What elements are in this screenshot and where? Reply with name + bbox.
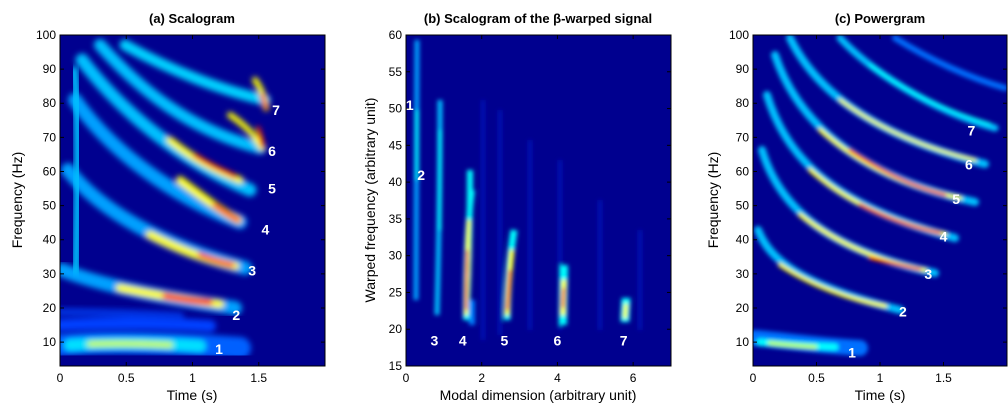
y-tick-label: 100 — [36, 28, 56, 42]
y-tick-label: 15 — [389, 359, 403, 373]
panel-b-xlabel: Modal dimension (arbitrary unit) — [440, 387, 637, 403]
panel-a-title: (a) Scalogram — [149, 11, 235, 26]
x-tick-label: 6 — [630, 371, 637, 385]
y-tick-label: 30 — [736, 267, 750, 281]
panel-a-ylabel: Frequency (Hz) — [9, 152, 25, 248]
x-tick-label: 1 — [189, 371, 196, 385]
mode-label: 5 — [952, 191, 960, 207]
y-tick-label: 50 — [736, 199, 750, 213]
mode-label: 3 — [924, 266, 932, 282]
x-tick-label: 0 — [403, 371, 410, 385]
mode-label: 6 — [554, 332, 562, 348]
panel-c-ylabel: Frequency (Hz) — [705, 152, 721, 248]
y-tick-label: 90 — [736, 62, 750, 76]
mode-label: 6 — [268, 143, 276, 159]
panel-a: (a) Scalogram — [9, 11, 326, 403]
y-tick-label: 80 — [43, 96, 57, 110]
y-tick-label: 35 — [389, 212, 403, 226]
y-tick-label: 20 — [736, 301, 750, 315]
panel-c: (c) Powergram — [705, 11, 1008, 403]
panel-b-title: (b) Scalogram of the β-warped signal — [424, 11, 652, 26]
y-tick-label: 25 — [389, 285, 403, 299]
y-tick-label: 60 — [736, 164, 750, 178]
mode-label: 1 — [848, 344, 856, 360]
y-tick-label: 50 — [43, 199, 57, 213]
y-tick-label: 60 — [389, 28, 403, 42]
y-tick-label: 70 — [43, 130, 57, 144]
y-tick-label: 60 — [43, 164, 57, 178]
x-tick-label: 0 — [57, 371, 64, 385]
y-tick-label: 20 — [43, 301, 57, 315]
panel-a-mode-labels: 1 2 3 4 5 6 7 — [215, 102, 280, 357]
mode-label: 1 — [406, 97, 414, 113]
panel-a-axes: 0 0.5 1 1.5 10 20 30 40 50 60 70 80 90 100 — [36, 28, 325, 385]
mode-label: 2 — [417, 167, 425, 183]
y-tick-label: 20 — [389, 322, 403, 336]
y-tick-label: 80 — [736, 96, 750, 110]
y-tick-label: 40 — [389, 175, 403, 189]
mode-label: 2 — [232, 307, 240, 323]
y-tick-label: 40 — [43, 233, 57, 247]
mode-label: 2 — [899, 303, 907, 319]
mode-label: 4 — [940, 228, 948, 244]
y-tick-label: 45 — [389, 138, 403, 152]
y-tick-label: 40 — [736, 233, 750, 247]
mode-label: 5 — [268, 181, 276, 197]
mode-label: 4 — [459, 332, 467, 348]
mode-label: 4 — [261, 222, 269, 238]
x-tick-label: 2 — [478, 371, 485, 385]
x-tick-label: 0.5 — [808, 371, 825, 385]
mode-label: 3 — [430, 332, 438, 348]
panel-c-title: (c) Powergram — [835, 11, 925, 26]
panel-b-plot-area — [406, 35, 671, 366]
mode-label: 6 — [965, 157, 973, 173]
mode-label: 7 — [272, 102, 280, 118]
panel-a-heatmap — [60, 39, 271, 359]
mode-label: 1 — [215, 341, 223, 357]
mode-label: 3 — [248, 262, 256, 278]
mode-label: 7 — [620, 332, 628, 348]
x-tick-label: 1 — [877, 371, 884, 385]
x-tick-label: 1.5 — [935, 371, 952, 385]
mode-label: 5 — [501, 332, 509, 348]
panel-b-heatmap — [413, 39, 642, 340]
y-tick-label: 10 — [43, 335, 57, 349]
panel-c-axes: 0 0.5 1 1.5 10 20 30 40 50 60 70 80 90 100 — [729, 28, 1007, 385]
y-tick-label: 55 — [389, 65, 403, 79]
panel-b: (b) Scalogram of the β-warped signal — [362, 11, 672, 403]
panel-c-xlabel: Time (s) — [855, 387, 906, 403]
x-tick-label: 1.5 — [250, 371, 267, 385]
y-tick-label: 30 — [43, 267, 57, 281]
y-tick-label: 30 — [389, 249, 403, 263]
panel-b-frame — [405, 34, 672, 367]
x-tick-label: 0 — [750, 371, 757, 385]
panel-b-ylabel: Warped frequency (arbitrary unit) — [362, 98, 378, 303]
panel-c-mode-labels: 1 2 3 4 5 6 7 — [848, 123, 975, 361]
mode-label: 7 — [968, 123, 976, 139]
y-tick-label: 50 — [389, 102, 403, 116]
y-tick-label: 10 — [736, 335, 750, 349]
panel-b-mode-labels: 1 2 3 4 5 6 7 — [406, 97, 628, 348]
x-tick-label: 0.5 — [118, 371, 135, 385]
y-tick-label: 100 — [729, 28, 749, 42]
y-tick-label: 70 — [736, 130, 750, 144]
panel-a-xlabel: Time (s) — [167, 387, 218, 403]
panel-c-heatmap — [753, 35, 1007, 356]
y-tick-label: 90 — [43, 62, 57, 76]
x-tick-label: 4 — [554, 371, 561, 385]
